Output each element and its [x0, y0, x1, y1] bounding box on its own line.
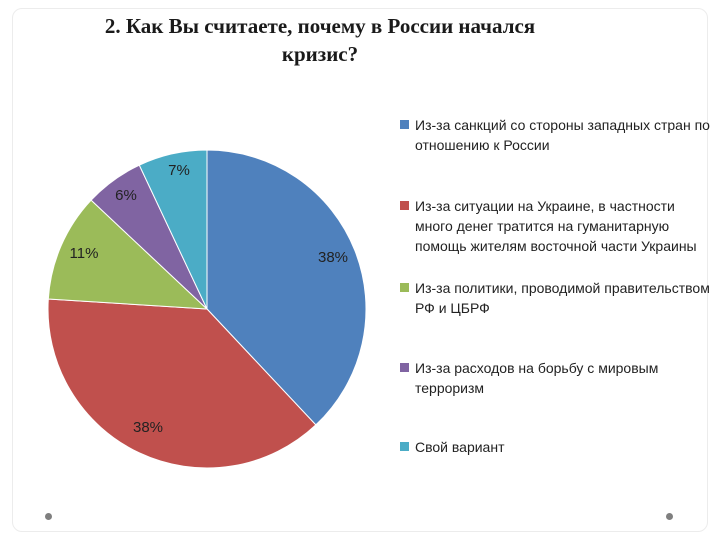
data-label: 38% [318, 249, 348, 266]
data-label: 38% [133, 419, 163, 436]
legend-item-sanctions: Из-за санкций со стороны западных стран … [400, 115, 710, 155]
slice-sanctions [206, 149, 367, 426]
slice-policy [47, 199, 209, 310]
legend-label: Из-за политики, проводимой правительство… [415, 280, 710, 316]
data-label: 11% [70, 245, 99, 262]
data-label: 6% [115, 187, 137, 204]
slide-frame [12, 8, 708, 532]
legend-item-terrorism: Из-за расходов на борьбу с мировым терро… [400, 358, 710, 398]
corner-dot-left [45, 513, 52, 520]
legend-label: Из-за ситуации на Украине, в частности м… [415, 198, 697, 254]
legend-item-ukraine: Из-за ситуации на Украине, в частности м… [400, 196, 710, 256]
legend-swatch [400, 442, 409, 451]
slide-title: 2. Как Вы считаете, почему в России нача… [104, 14, 536, 66]
legend-label: Свой вариант [415, 439, 505, 455]
slice-own-variant [138, 149, 208, 310]
slice-ukraine [47, 298, 317, 469]
legend-swatch [400, 363, 409, 372]
legend-item-policy: Из-за политики, проводимой правительство… [400, 278, 710, 318]
legend-swatch [400, 201, 409, 210]
legend-swatch [400, 120, 409, 129]
legend-label: Из-за санкций со стороны западных стран … [415, 117, 710, 153]
corner-dot-right [666, 513, 673, 520]
legend-item-own-variant: Свой вариант [400, 437, 710, 457]
legend-label: Из-за расходов на борьбу с мировым терро… [415, 360, 659, 396]
data-label: 7% [168, 162, 190, 179]
legend-swatch [400, 283, 409, 292]
